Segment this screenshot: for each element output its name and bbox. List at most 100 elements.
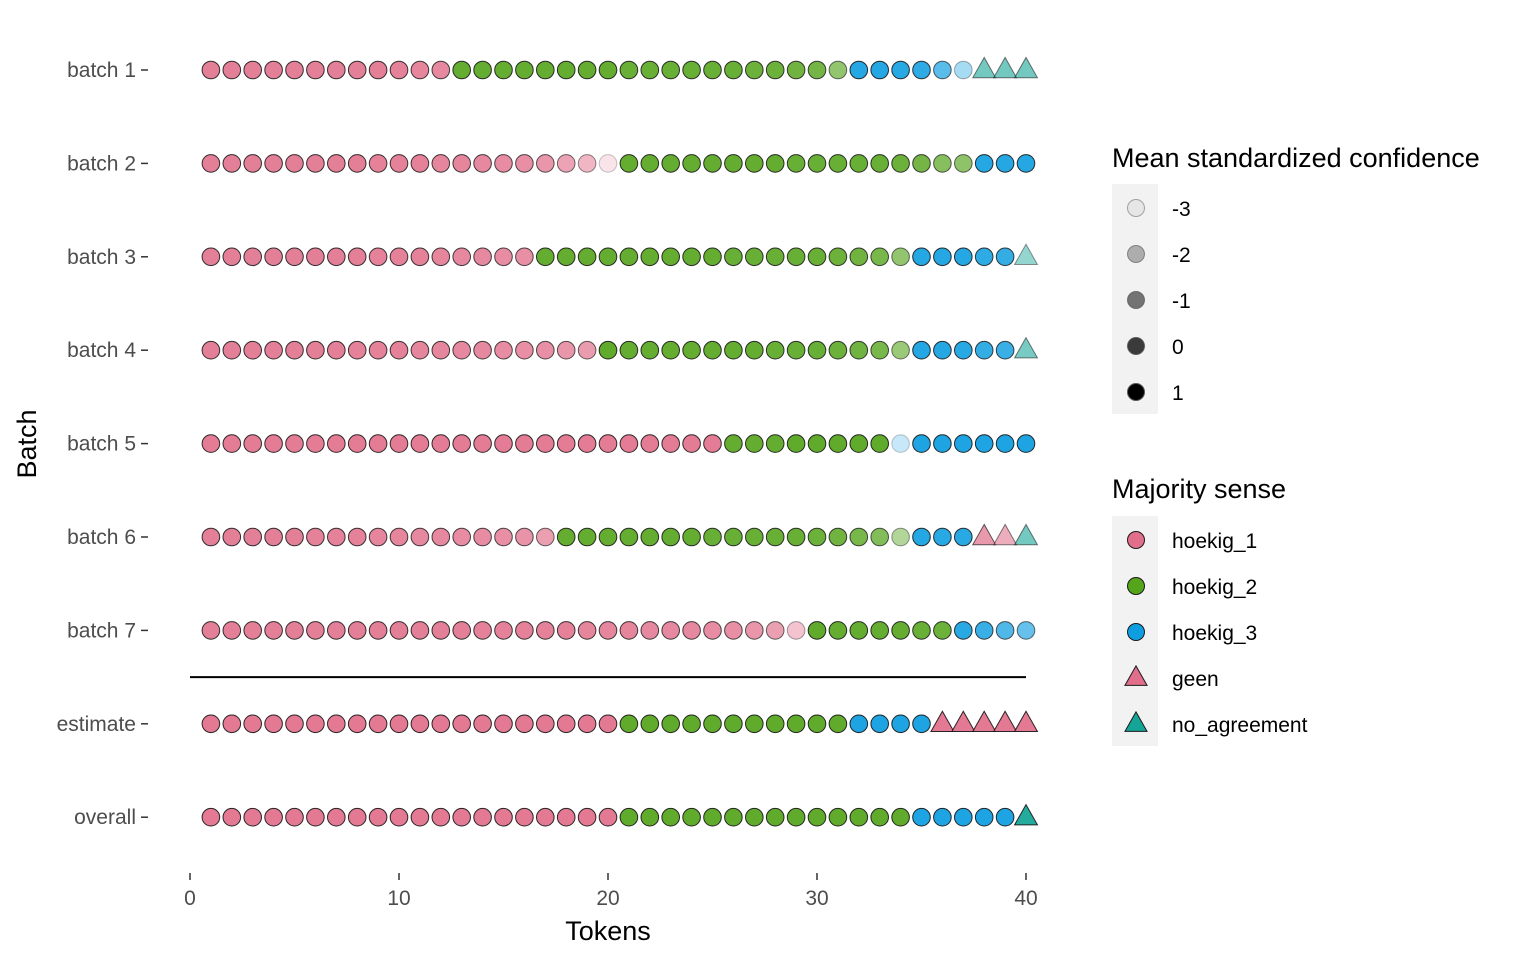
data-point-hoekig_1: [264, 154, 283, 173]
data-point-hoekig_1: [452, 247, 472, 267]
data-point-hoekig_3: [912, 247, 931, 267]
data-point-hoekig_3: [912, 434, 931, 453]
data-point-hoekig_2: [933, 154, 952, 173]
data-point-hoekig_1: [368, 154, 388, 173]
data-point-hoekig_1: [347, 714, 367, 734]
data-point-hoekig_2: [556, 60, 576, 80]
data-point-hoekig_1: [389, 247, 409, 267]
data-point-hoekig_1: [556, 714, 576, 734]
data-point-hoekig_2: [870, 527, 890, 547]
data-point-hoekig_1: [515, 434, 534, 453]
data-point-hoekig_1: [389, 714, 409, 734]
data-point-hoekig_3: [974, 807, 994, 827]
data-point-hoekig_2: [661, 527, 681, 547]
data-point-hoekig_2: [870, 340, 890, 360]
data-point-hoekig_2: [807, 154, 827, 173]
data-point-hoekig_3: [995, 247, 1015, 267]
data-point-hoekig_1: [473, 340, 492, 360]
data-point-hoekig_2: [640, 527, 660, 547]
data-point-hoekig_2: [870, 434, 890, 453]
data-point-hoekig_1: [452, 527, 472, 547]
data-point-hoekig_1: [327, 807, 346, 827]
data-point-hoekig_1: [473, 621, 492, 640]
data-point-hoekig_2: [891, 807, 910, 827]
data-point-hoekig_2: [494, 60, 513, 80]
data-points: [201, 56, 1039, 827]
data-point-hoekig_2: [849, 527, 869, 547]
data-point-hoekig_1: [431, 434, 451, 453]
data-point-hoekig_2: [786, 60, 806, 80]
data-point-hoekig_1: [494, 527, 513, 547]
data-point-hoekig_1: [431, 60, 451, 80]
data-point-hoekig_1: [431, 621, 451, 640]
data-point-hoekig_1: [306, 621, 325, 640]
data-point-hoekig_2: [661, 807, 681, 827]
data-point-hoekig_3: [933, 247, 952, 267]
data-point-hoekig_1: [264, 714, 283, 734]
data-point-hoekig_3: [954, 247, 973, 267]
data-point-hoekig_1: [347, 434, 367, 453]
data-point-geen: [951, 710, 976, 732]
data-point-hoekig_2: [828, 340, 848, 360]
data-point-hoekig_1: [536, 154, 555, 173]
data-point-hoekig_2: [745, 527, 764, 547]
data-point-hoekig_2: [807, 434, 827, 453]
data-point-hoekig_3: [995, 154, 1015, 173]
data-point-hoekig_1: [577, 714, 597, 734]
data-point-hoekig_1: [327, 621, 346, 640]
data-point-hoekig_1: [306, 247, 325, 267]
data-point-hoekig_1: [347, 621, 367, 640]
y-tick-label: estimate: [57, 713, 136, 736]
data-point-hoekig_2: [703, 807, 722, 827]
data-point-hoekig_1: [473, 154, 492, 173]
data-point-hoekig_2: [954, 154, 973, 173]
data-point-hoekig_1: [389, 154, 409, 173]
data-point-hoekig_1: [389, 807, 409, 827]
data-point-no_agreement: [1013, 803, 1039, 826]
x-tick-label: 10: [387, 887, 410, 910]
data-point-hoekig_1: [410, 340, 430, 360]
data-point-hoekig_1: [536, 807, 555, 827]
data-point-hoekig_2: [640, 154, 660, 173]
data-point-hoekig_2: [556, 527, 576, 547]
data-point-hoekig_3: [995, 807, 1015, 827]
data-point-hoekig_1: [515, 527, 534, 547]
data-point-hoekig_1: [368, 434, 388, 453]
data-point-hoekig_3: [870, 714, 890, 734]
data-point-hoekig_2: [598, 340, 618, 360]
data-point-hoekig_2: [807, 807, 827, 827]
data-point-hoekig_1: [410, 154, 430, 173]
data-point-hoekig_2: [828, 621, 848, 640]
legend-sense-label: geen: [1172, 668, 1219, 691]
data-point-hoekig_1: [598, 434, 618, 453]
data-point-hoekig_1: [222, 621, 242, 640]
legend-sense-key-hoekig_2: [1127, 577, 1145, 595]
data-point-hoekig_2: [577, 60, 597, 80]
data-point-hoekig_1: [243, 621, 262, 640]
y-tick-label: batch 3: [67, 246, 136, 269]
data-point-hoekig_3: [933, 60, 952, 80]
data-point-hoekig_2: [661, 60, 681, 80]
data-point-hoekig_2: [661, 154, 681, 173]
data-point-hoekig_1: [368, 247, 388, 267]
y-tick-label: batch 6: [67, 526, 136, 549]
data-point-hoekig_2: [870, 247, 890, 267]
data-point-hoekig_1: [724, 621, 743, 640]
data-point-hoekig_2: [556, 247, 576, 267]
data-point-hoekig_2: [682, 340, 701, 360]
data-point-hoekig_2: [619, 527, 639, 547]
data-point-hoekig_1: [306, 60, 325, 80]
data-point-hoekig_3: [891, 714, 910, 734]
data-point-hoekig_1: [494, 621, 513, 640]
data-point-hoekig_3: [954, 621, 973, 640]
data-point-hoekig_1: [431, 714, 451, 734]
y-tick-label: batch 7: [67, 619, 136, 642]
data-point-hoekig_2: [577, 247, 597, 267]
data-point-hoekig_3: [1016, 434, 1036, 453]
data-point-hoekig_3: [933, 527, 952, 547]
data-point-hoekig_3: [912, 527, 931, 547]
data-point-hoekig_2: [745, 434, 764, 453]
data-point-hoekig_3: [995, 434, 1015, 453]
data-point-hoekig_2: [765, 247, 785, 267]
data-point-hoekig_2: [933, 621, 952, 640]
